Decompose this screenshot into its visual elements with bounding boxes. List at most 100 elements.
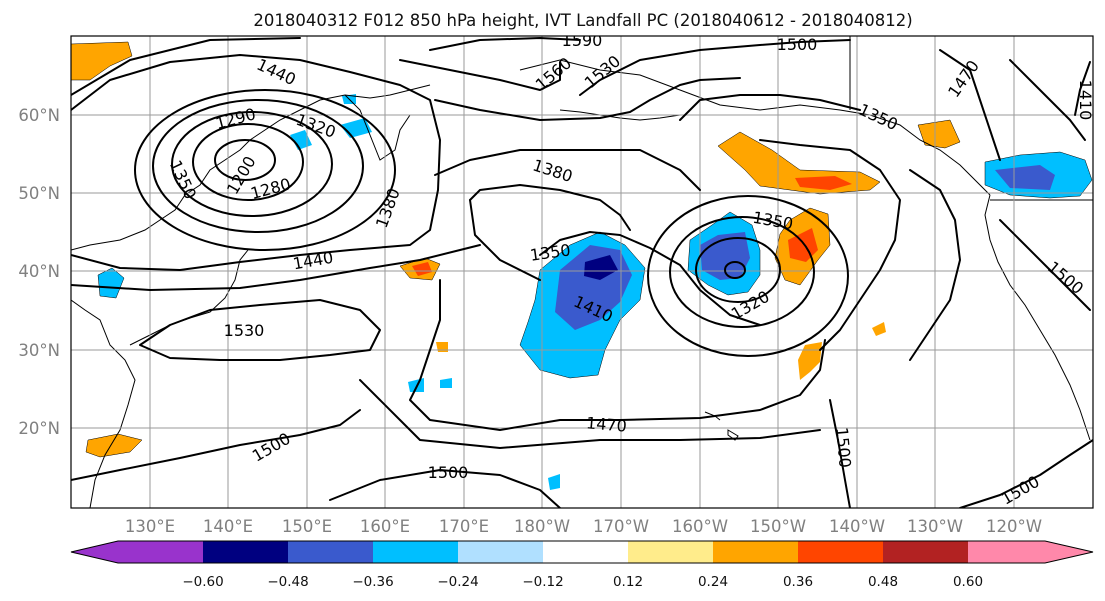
contour-line (71, 244, 481, 291)
positive-shade-region (798, 342, 822, 380)
gridlines (71, 36, 1093, 508)
contour-label: 1410 (1076, 80, 1095, 121)
positive-shade-region (71, 41, 133, 81)
lat-tick-label: 20°N (18, 419, 60, 438)
contour-line (434, 149, 701, 191)
lon-tick-label: 140°E (203, 517, 253, 536)
coastline-japan (129, 249, 249, 346)
colorbar-outline (70, 540, 1094, 564)
colorbar-extend-low (71, 541, 118, 563)
contour-line (192, 123, 304, 201)
colorbar-segment (458, 541, 543, 563)
colorbar-tick-label: 0.36 (783, 574, 813, 590)
colorbar-tick-label: −0.36 (352, 574, 393, 590)
lon-tick-label: 170°E (439, 517, 489, 536)
contour-line (669, 216, 815, 328)
lon-tick-label: 170°W (593, 517, 649, 536)
lon-tick-label: 140°W (829, 517, 885, 536)
map-frame (70, 35, 1094, 509)
contour-line (647, 195, 849, 357)
latitude-labels: 60°N 50°N 40°N 30°N 20°N (18, 106, 60, 438)
negative-shade-region (995, 165, 1055, 190)
contour-line (959, 439, 1093, 508)
lon-tick-label: 180°W (514, 517, 570, 536)
contour-line (214, 139, 276, 181)
contour-line (1009, 59, 1086, 141)
lon-tick-label: 130°W (907, 517, 963, 536)
colorbar-segment (373, 541, 458, 563)
contour-line (399, 59, 561, 91)
contour-line (939, 49, 1001, 161)
contour-line (579, 39, 851, 96)
colorbar-segment (288, 541, 373, 563)
lon-tick-label: 160°E (360, 517, 410, 536)
contour-label: 1530 (224, 321, 265, 340)
lon-tick-label: 150°E (282, 517, 332, 536)
lat-tick-label: 60°N (18, 106, 60, 125)
positive-shade-region (795, 176, 852, 190)
colorbar-segment (798, 541, 883, 563)
contour-line (152, 99, 364, 233)
contour-line (724, 261, 746, 279)
figure-title: 2018040312 F012 850 hPa height, IVT Land… (253, 11, 912, 30)
positive-shade-region (872, 322, 886, 336)
contour-line (1074, 61, 1091, 116)
colorbar-tick-label: −0.48 (267, 574, 308, 590)
lon-tick-label: 130°E (125, 517, 175, 536)
negative-shade-region (548, 474, 560, 490)
colorbar: −0.60 −0.48 −0.36 −0.24 −0.12 0.12 0.24 … (70, 540, 1094, 590)
contour-line (999, 219, 1091, 311)
contour-label: 1500 (777, 35, 818, 54)
contour-line (71, 54, 441, 271)
contour-line (139, 299, 381, 361)
colorbar-segment (543, 541, 628, 563)
lat-tick-label: 40°N (18, 262, 60, 281)
contour-line (679, 94, 861, 121)
contour-line (409, 279, 826, 431)
colorbar-tick-label: −0.12 (522, 574, 563, 590)
colorbar-extend-high (1045, 541, 1093, 563)
lat-tick-label: 50°N (18, 184, 60, 203)
contour-line (359, 379, 821, 449)
contour-line (171, 111, 333, 217)
contour-line (429, 37, 581, 51)
contour-label: 1500 (832, 426, 854, 468)
coastline-alaska (519, 59, 991, 196)
colorbar-tick-label: 0.48 (868, 574, 898, 590)
contour-label: 1470 (585, 413, 627, 435)
positive-shade-region (412, 262, 432, 276)
lat-tick-label: 30°N (18, 341, 60, 360)
colorbar-segment (713, 541, 798, 563)
contour-line (71, 409, 361, 481)
height-contours (71, 37, 1093, 508)
longitude-labels: 130°E 140°E 150°E 160°E 170°E 180°W 170°… (125, 517, 1042, 536)
coastline-kamchatka (344, 94, 411, 161)
contour-line (469, 199, 541, 281)
lon-tick-label: 120°W (986, 517, 1042, 536)
aleutian-islands (559, 109, 681, 121)
contour-line (71, 37, 301, 96)
colorbar-tick-label: 0.12 (613, 574, 643, 590)
colorbar-segment (883, 541, 968, 563)
contour-line (695, 237, 781, 303)
contour-label: 1500 (428, 463, 469, 482)
negative-shade-region (440, 378, 452, 388)
coastline-north-america (984, 194, 1091, 441)
colorbar-segment (628, 541, 713, 563)
lon-tick-label: 150°W (750, 517, 806, 536)
contour-line (829, 399, 851, 508)
contour-line (434, 77, 741, 121)
contour-line (134, 89, 396, 251)
colorbar-tick-label: −0.60 (182, 574, 223, 590)
contour-line (909, 169, 961, 361)
coastline-korea-china (71, 299, 136, 508)
contour-line (539, 231, 761, 326)
colorbar-segment (203, 541, 288, 563)
contour-line (759, 139, 901, 351)
map-panel: 1590 1500 1470 1410 1440 1560 1530 1290 … (71, 35, 1095, 508)
colorbar-segment (968, 541, 1045, 563)
colorbar-tick-label: 0.24 (698, 574, 728, 590)
contour-line (329, 469, 561, 508)
negative-shade-region (584, 255, 618, 280)
